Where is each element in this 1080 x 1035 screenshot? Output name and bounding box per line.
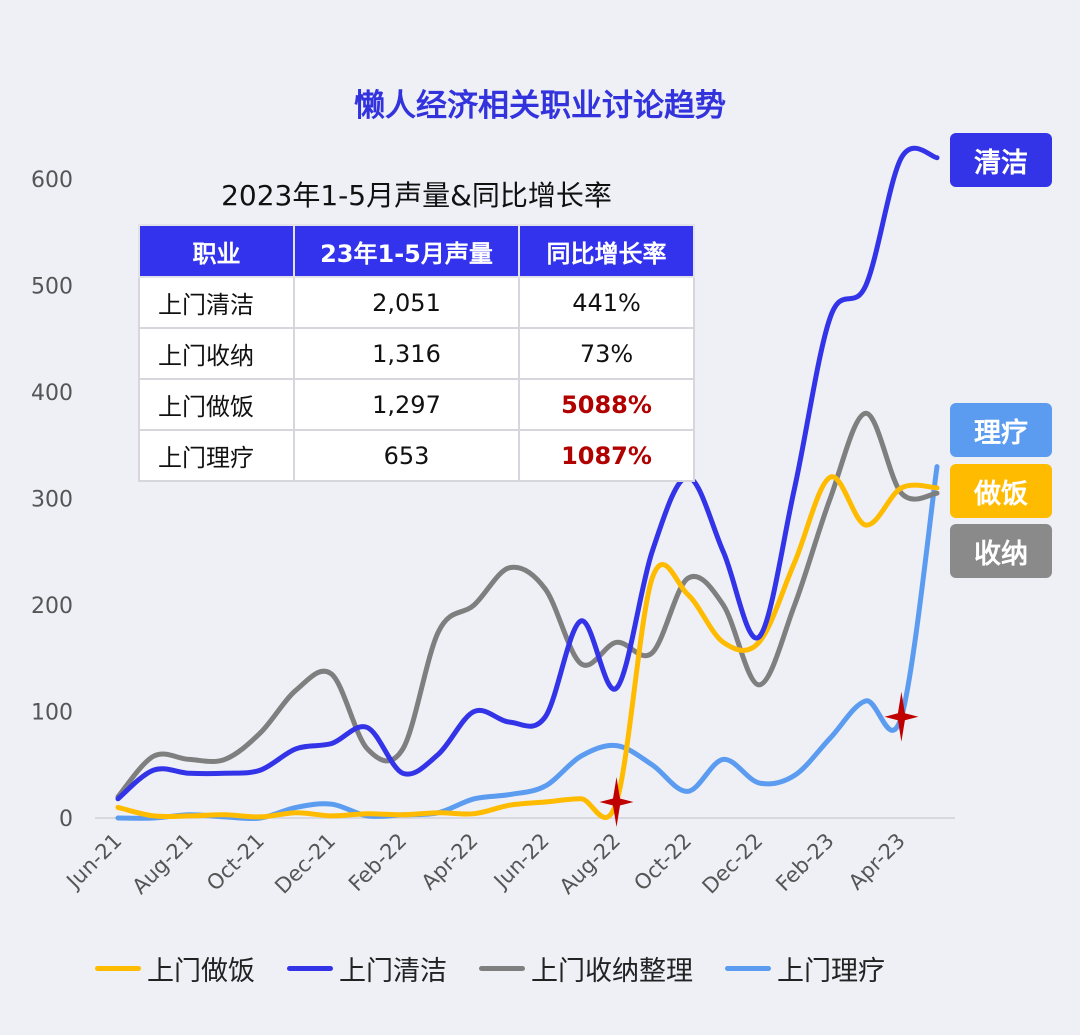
x-tick-label: Jun-21 — [61, 829, 127, 895]
x-tick-label: Apr-23 — [844, 829, 910, 895]
legend-item: 上门清洁 — [287, 949, 447, 988]
legend-item: 上门理疗 — [725, 949, 885, 988]
row-growth: 73% — [518, 327, 695, 380]
header-occupation: 职业 — [138, 224, 295, 278]
y-tick-label: 100 — [31, 701, 73, 726]
volume-growth-table: 职业 23年1-5月声量 同比增长率 上门清洁 2,051 441% 上门收纳 … — [138, 224, 695, 482]
series-layer — [115, 145, 940, 822]
row-volume: 653 — [293, 429, 520, 482]
legend-item: 上门收纳整理 — [479, 949, 693, 988]
legend-label: 上门做饭 — [147, 955, 255, 987]
legend-swatch — [479, 965, 525, 971]
legend: 上门做饭 上门清洁 上门收纳整理 上门理疗 — [95, 948, 917, 988]
x-tick-label: Aug-21 — [128, 829, 198, 899]
table-title: 2023年1-5月声量&同比增长率 — [221, 179, 612, 212]
series-line — [115, 464, 940, 822]
row-growth-highlight: 1087% — [518, 429, 695, 482]
x-tick-label: Dec-21 — [270, 829, 340, 899]
row-name: 上门清洁 — [138, 276, 295, 329]
badge-cleaning: 清洁 — [950, 133, 1052, 187]
badge-cooking: 做饭 — [950, 464, 1052, 518]
legend-swatch — [95, 965, 141, 971]
star-marker — [599, 777, 634, 827]
y-tick-label: 200 — [31, 594, 73, 619]
x-tick-label: Jun-22 — [488, 829, 554, 895]
row-name: 上门收纳 — [138, 327, 295, 380]
x-tick-label: Feb-22 — [344, 829, 412, 897]
star-marker — [884, 691, 919, 742]
legend-label: 上门清洁 — [339, 955, 447, 987]
table-row: 上门收纳 1,316 73% — [138, 327, 695, 380]
series-line — [115, 410, 940, 800]
y-tick-label: 500 — [31, 275, 73, 300]
row-growth: 441% — [518, 276, 695, 329]
row-volume: 2,051 — [293, 276, 520, 329]
legend-label: 上门理疗 — [777, 955, 885, 987]
row-name: 上门理疗 — [138, 429, 295, 482]
badge-therapy: 理疗 — [950, 403, 1052, 457]
row-growth-highlight: 5088% — [518, 378, 695, 431]
series-line — [115, 145, 940, 802]
y-tick-label: 600 — [31, 168, 73, 193]
legend-swatch — [725, 965, 771, 971]
legend-item: 上门做饭 — [95, 949, 255, 988]
header-growth: 同比增长率 — [518, 224, 695, 278]
chart-title: 懒人经济相关职业讨论趋势 — [354, 88, 726, 124]
x-tick-label: Feb-23 — [771, 829, 839, 897]
x-tick-label: Oct-22 — [629, 829, 696, 896]
series-line — [115, 474, 940, 821]
row-name: 上门做饭 — [138, 378, 295, 431]
y-tick-label: 300 — [31, 488, 73, 513]
legend-label: 上门收纳整理 — [531, 955, 693, 987]
table-row: 上门做饭 1,297 5088% — [138, 378, 695, 431]
table-header-row: 职业 23年1-5月声量 同比增长率 — [138, 224, 695, 278]
x-tick-label: Aug-22 — [555, 829, 625, 899]
x-tick-label: Oct-21 — [202, 829, 269, 896]
table-row: 上门清洁 2,051 441% — [138, 276, 695, 329]
legend-swatch — [287, 965, 333, 971]
x-tick-label: Apr-22 — [417, 829, 483, 895]
header-volume: 23年1-5月声量 — [293, 224, 520, 278]
row-volume: 1,316 — [293, 327, 520, 380]
y-tick-label: 400 — [31, 381, 73, 406]
badge-storage: 收纳 — [950, 524, 1052, 578]
x-tick-label: Dec-22 — [698, 829, 768, 899]
y-tick-label: 0 — [59, 807, 73, 832]
marker-layer — [599, 691, 919, 827]
row-volume: 1,297 — [293, 378, 520, 431]
table-row: 上门理疗 653 1087% — [138, 429, 695, 482]
